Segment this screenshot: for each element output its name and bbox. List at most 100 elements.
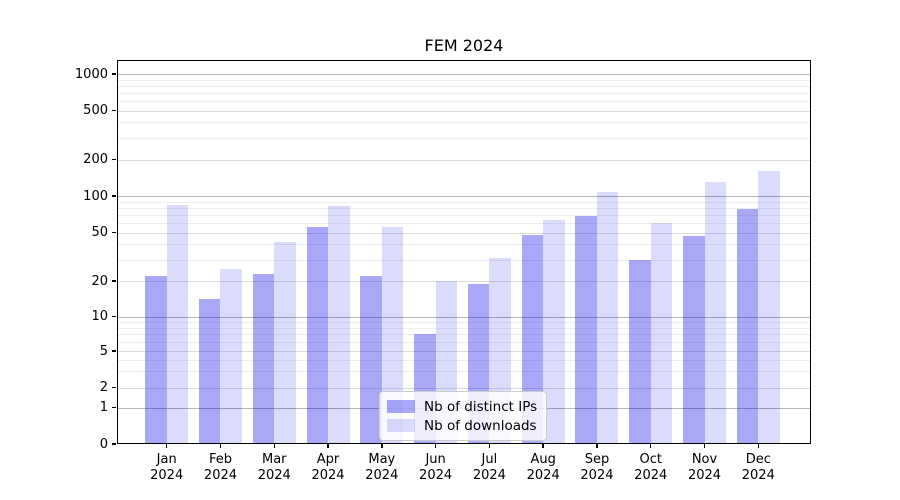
- y-tick-mark: [112, 315, 116, 318]
- x-tick-year: 2024: [580, 467, 614, 483]
- x-tick-label: Feb 2024: [190, 452, 250, 483]
- gridline: [117, 100, 811, 102]
- x-tick-label: Jun 2024: [406, 452, 466, 483]
- bar-downloads-apr: [328, 205, 350, 444]
- x-tick-mark: [166, 444, 168, 448]
- x-tick-mark: [434, 444, 437, 448]
- y-tick-label: 1000: [74, 66, 108, 82]
- legend-swatch-distinct-ips: [387, 400, 415, 413]
- x-tick-mark: [703, 444, 706, 448]
- x-tick-month: Oct: [639, 452, 662, 467]
- gridline: [117, 159, 811, 161]
- y-tick-label: 100: [83, 188, 108, 204]
- bar-distinct-ips-nov: [683, 235, 705, 444]
- x-tick-year: 2024: [634, 467, 668, 483]
- y-tick-mark: [112, 158, 116, 161]
- x-tick-month: Nov: [691, 452, 718, 467]
- gridline: [117, 110, 811, 112]
- x-tick-month: Jun: [425, 452, 446, 467]
- gridline: [117, 122, 811, 124]
- x-tick-mark: [273, 444, 275, 448]
- legend: Nb of distinct IPs Nb of downloads: [379, 391, 548, 441]
- x-tick-label: Apr 2024: [298, 452, 358, 483]
- x-tick-month: May: [368, 452, 396, 467]
- y-tick-label: 10: [91, 309, 108, 324]
- bar-distinct-ips-jan: [145, 275, 167, 444]
- bar-downloads-dec: [758, 171, 780, 444]
- gridline: [117, 334, 811, 336]
- gridline: [117, 351, 811, 352]
- x-tick-label: Aug 2024: [513, 452, 573, 483]
- y-tick-mark: [112, 280, 116, 282]
- x-tick-year: 2024: [687, 467, 722, 483]
- y-tick-label: 50: [91, 225, 108, 240]
- y-tick-mark: [112, 231, 116, 234]
- bar-downloads-jan: [166, 204, 189, 444]
- y-tick-mark: [112, 195, 116, 197]
- x-tick-label: Oct 2024: [621, 452, 681, 483]
- y-tick-label: 20: [91, 273, 108, 289]
- gridline: [117, 371, 811, 373]
- chart-title: FEM 2024: [424, 36, 504, 55]
- x-tick-label: Jan 2024: [137, 452, 197, 483]
- x-tick-label: Dec 2024: [728, 452, 788, 483]
- x-tick-mark: [757, 444, 759, 448]
- x-tick-year: 2024: [203, 467, 238, 483]
- y-tick-mark: [112, 387, 116, 389]
- bar-downloads-mar: [274, 241, 296, 444]
- gridline: [117, 214, 811, 216]
- bar-distinct-ips-apr: [306, 226, 329, 444]
- x-tick-year: 2024: [419, 467, 453, 483]
- x-tick-mark: [488, 444, 491, 448]
- x-tick-mark: [650, 444, 652, 448]
- gridline: [117, 196, 811, 197]
- gridline: [117, 359, 811, 361]
- x-tick-label: Mar 2024: [244, 452, 304, 483]
- legend-item-downloads: Nb of downloads: [387, 416, 537, 435]
- bar-downloads-oct: [650, 222, 673, 444]
- y-tick-label: 1: [99, 400, 108, 416]
- gridline: [117, 222, 811, 224]
- legend-swatch-downloads: [387, 419, 415, 432]
- gridline: [117, 92, 811, 94]
- y-tick-mark: [112, 73, 116, 75]
- gridline: [117, 232, 811, 234]
- bar-downloads-feb: [220, 269, 242, 444]
- y-tick-mark: [112, 407, 116, 409]
- y-tick-label: 0: [99, 436, 108, 452]
- gridline: [117, 281, 811, 282]
- x-tick-mark: [219, 444, 222, 448]
- bar-distinct-ips-mar: [252, 273, 275, 444]
- x-tick-month: Apr: [316, 452, 340, 467]
- gridline: [117, 79, 811, 81]
- x-tick-month: Jan: [156, 452, 177, 467]
- x-tick-label: Sep 2024: [567, 452, 627, 483]
- x-tick-mark: [596, 444, 598, 448]
- y-tick-mark: [112, 109, 116, 112]
- x-tick-mark: [381, 444, 383, 448]
- y-tick-label: 5: [99, 343, 108, 359]
- x-tick-label: Nov 2024: [675, 452, 735, 483]
- x-tick-month: Mar: [261, 452, 287, 467]
- gridline: [117, 74, 811, 75]
- gridline: [117, 137, 811, 139]
- gridline: [117, 201, 811, 203]
- legend-label-distinct-ips: Nb of distinct IPs: [424, 398, 538, 415]
- gridline: [117, 321, 811, 323]
- x-tick-mark: [542, 444, 544, 448]
- y-tick-label: 2: [99, 380, 108, 396]
- legend-label-downloads: Nb of downloads: [424, 417, 537, 434]
- legend-item-distinct-ips: Nb of distinct IPs: [387, 397, 537, 416]
- y-tick-mark: [112, 350, 116, 352]
- y-tick-mark: [112, 443, 116, 445]
- gridline: [117, 327, 811, 329]
- x-tick-month: Aug: [530, 452, 556, 467]
- gridline: [117, 207, 811, 209]
- x-tick-year: 2024: [257, 467, 291, 483]
- gridline: [117, 85, 811, 87]
- gridline: [117, 387, 811, 389]
- x-tick-label: Jul 2024: [459, 452, 519, 483]
- x-tick-mark: [327, 444, 329, 448]
- x-tick-year: 2024: [472, 467, 506, 483]
